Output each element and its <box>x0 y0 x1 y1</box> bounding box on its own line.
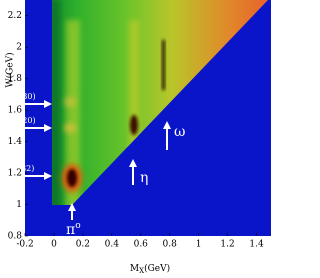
x-axis-title: MX(GeV) <box>130 263 170 276</box>
y-tick-label: 1 <box>16 200 22 210</box>
y-tick-label: 2 <box>16 43 22 53</box>
x-tick-label: 0.4 <box>105 240 120 250</box>
y-tick-label: 1.8 <box>8 74 23 84</box>
x-axis-title: (GeV) <box>144 263 170 274</box>
y-axis-title: W(GeV) <box>5 52 16 87</box>
annotation: o <box>75 221 80 231</box>
x-axis-title: X <box>139 267 144 275</box>
x-tick-label: 0.2 <box>76 240 90 250</box>
y-tick-label: 1.2 <box>8 169 22 179</box>
x-tick-label: 1.4 <box>249 240 264 250</box>
annotation: N(1520) <box>2 116 36 125</box>
x-tick-label: 1.2 <box>220 240 234 250</box>
y-tick-label: 0.8 <box>8 232 23 242</box>
x-tick-label: 1 <box>196 240 202 250</box>
x-tick-label: 0.8 <box>163 240 178 250</box>
y-tick-label: 1.4 <box>8 137 23 147</box>
x-tick-label: 0.6 <box>134 240 149 250</box>
x-axis-title: M <box>130 264 139 274</box>
y-tick-label: 1.6 <box>8 106 23 116</box>
annotation: N(1680) <box>2 92 36 101</box>
annotation: η <box>140 170 148 186</box>
chart: N(1680) N(1520) Δ(1232) πo η ω W(GeV) MX… <box>2 0 271 276</box>
annotation: Δ(1232) <box>2 164 34 173</box>
x-tick-label: 0 <box>51 240 57 250</box>
annotation: π <box>66 222 75 238</box>
annotation: πo <box>66 221 81 239</box>
annotation: ω <box>174 124 185 140</box>
arrows <box>25 100 171 220</box>
y-tick-label: 2.2 <box>8 11 22 21</box>
x-tick-label: -0.2 <box>16 240 33 250</box>
